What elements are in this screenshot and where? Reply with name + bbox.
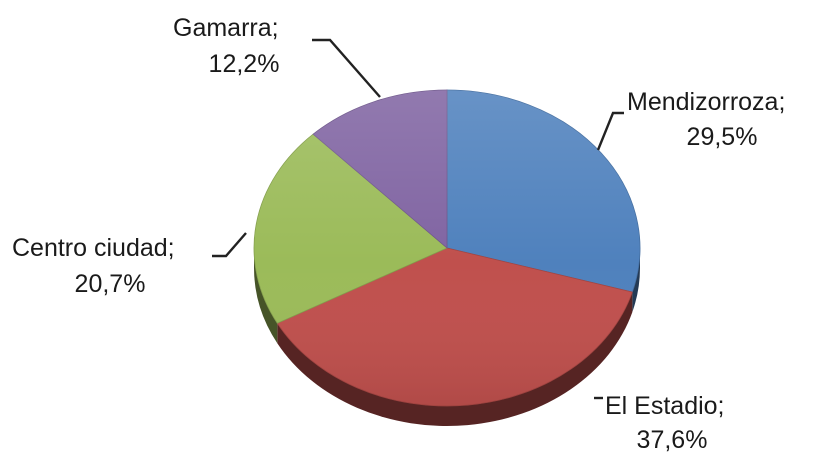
pie-side-el-estadio <box>277 292 633 426</box>
data-label-mendizorroza-value: 29,5% <box>687 123 758 151</box>
data-label-centro-ciudad-name: Centro ciudad; <box>12 234 175 262</box>
leader-line-mendizorroza <box>596 111 624 151</box>
pie-gloss <box>254 90 640 406</box>
leader-line-centro-ciudad <box>212 232 247 258</box>
data-label-el-estadio-value: 37,6% <box>637 426 708 454</box>
data-label-centro-ciudad-value: 20,7% <box>75 270 146 298</box>
pie-side-centro-ciudad <box>254 248 278 344</box>
data-label-mendizorroza-name: Mendizorroza; <box>627 88 785 116</box>
pie-highlight <box>254 90 640 406</box>
data-label-gamarra-name: Gamarra; <box>173 14 279 42</box>
data-label-gamarra-value: 12,2% <box>209 50 280 78</box>
data-label-el-estadio-name: El Estadio; <box>605 392 725 420</box>
leader-line-gamarra <box>312 38 381 98</box>
